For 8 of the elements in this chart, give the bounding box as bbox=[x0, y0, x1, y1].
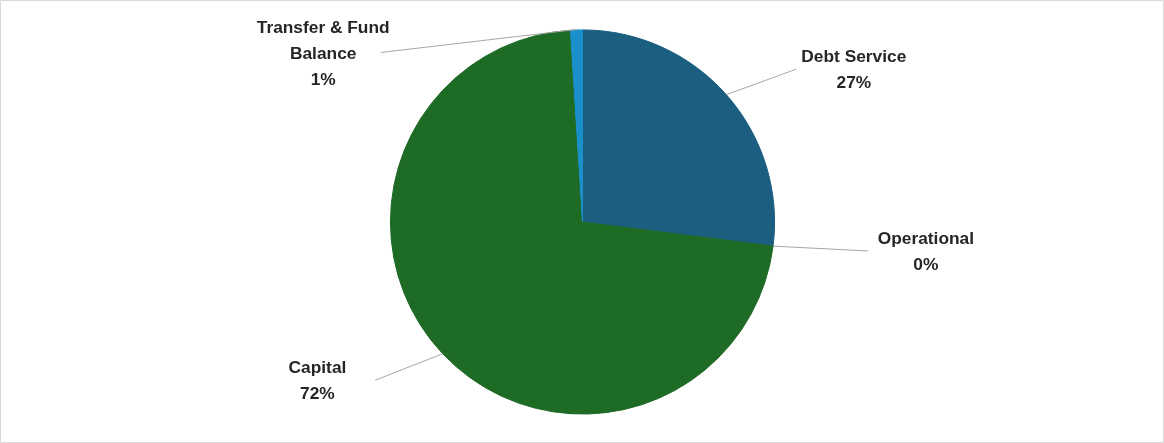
category-label: Operational bbox=[877, 227, 975, 248]
data-label: 27% bbox=[836, 72, 872, 93]
text: 0% bbox=[913, 253, 939, 274]
data-label: 72% bbox=[300, 383, 335, 404]
slice-label: Debt Service bbox=[801, 46, 907, 67]
slice-label: Transfer & Fund Balance bbox=[256, 16, 390, 63]
slice-label: Capital bbox=[288, 357, 347, 378]
data-label: 1% bbox=[310, 68, 336, 89]
